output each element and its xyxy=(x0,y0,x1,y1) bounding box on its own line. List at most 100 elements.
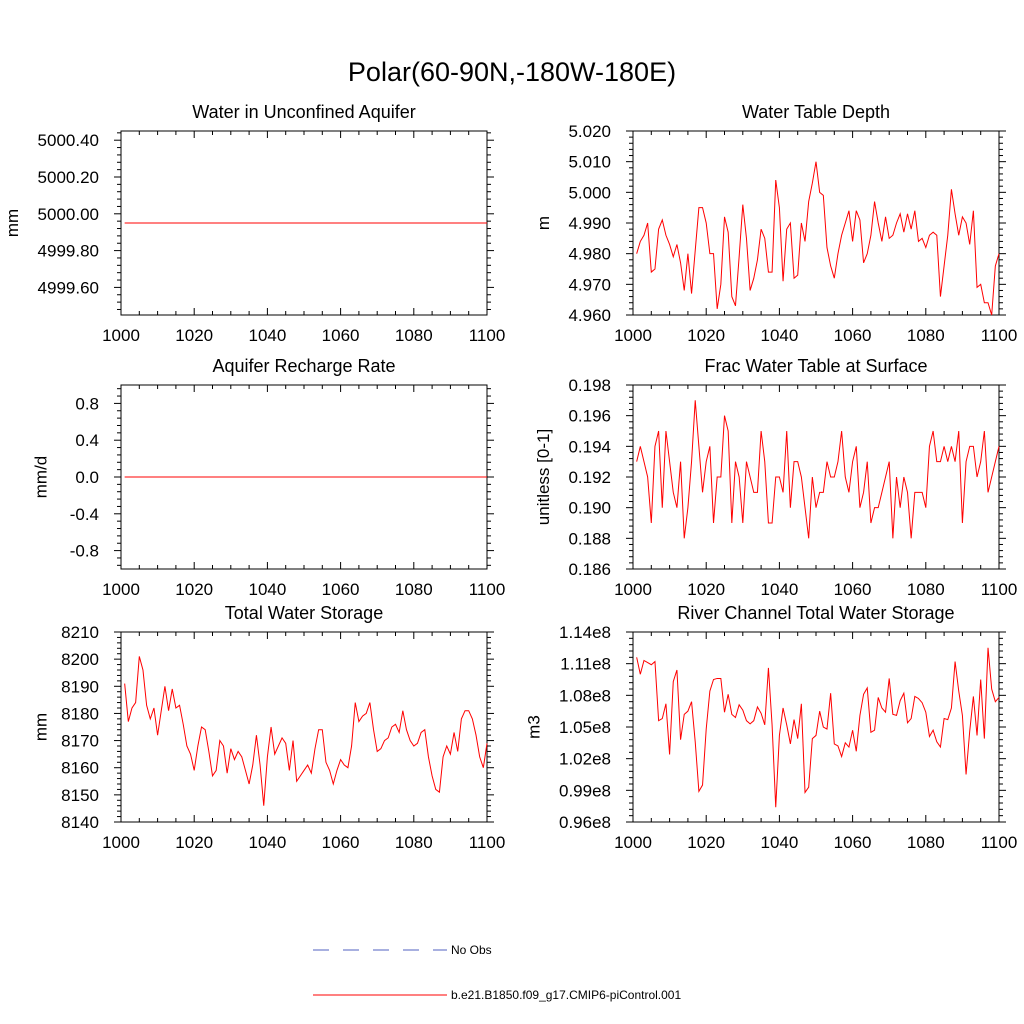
y-tick-label: 5000.00 xyxy=(38,205,99,224)
panels: Water in Unconfined Aquifer 1000 1020 1040 1… xyxy=(3,102,1017,852)
x-tick-label: 1040 xyxy=(760,326,798,345)
x-tick-label: 1040 xyxy=(248,326,286,345)
x-tick-label: 1000 xyxy=(614,326,652,345)
y-axis-label: m xyxy=(534,216,553,230)
y-tick-label: 1.02e8 xyxy=(559,750,611,769)
x-tick-label: 1040 xyxy=(760,580,798,599)
y-tick-label: 4.960 xyxy=(568,306,611,325)
y-tick-label: 1.05e8 xyxy=(559,718,611,737)
x-tick-label: 1100 xyxy=(469,580,506,599)
x-tick-label: 1100 xyxy=(469,326,506,345)
x-tick-label: 1000 xyxy=(102,326,140,345)
panel-title: River Channel Total Water Storage xyxy=(677,603,954,623)
x-tick-label: 1040 xyxy=(248,580,286,599)
legend-label-model-run: b.e21.B1850.f09_g17.CMIP6-piControl.001 xyxy=(451,988,681,1002)
y-tick-label: 1.11e8 xyxy=(560,655,611,674)
y-tick-label: 0.190 xyxy=(568,499,611,518)
plot-frame xyxy=(632,631,1000,823)
y-tick-label: 0.188 xyxy=(568,529,611,548)
series-line-river-channel-total-water-storage xyxy=(636,647,1000,808)
x-tick-label: 1020 xyxy=(687,580,725,599)
y-tick-label: 5000.20 xyxy=(38,168,99,187)
y-tick-label: 1.08e8 xyxy=(559,686,611,705)
y-tick-label: 5000.40 xyxy=(38,131,99,150)
y-tick-label: 8160 xyxy=(61,759,99,778)
series-line-water-table-depth xyxy=(636,161,1000,316)
figure-title: Polar(60-90N,-180W-180E) xyxy=(348,57,676,87)
x-tick-label: 1100 xyxy=(981,580,1018,599)
panel-water-in-unconfined-aquifer: Water in Unconfined Aquifer 1000 1020 1040 1… xyxy=(3,102,505,345)
y-tick-label: -0.8 xyxy=(70,542,99,561)
series-line-total-water-storage xyxy=(124,656,488,806)
panel-title: Aquifer Recharge Rate xyxy=(212,356,395,376)
y-tick-label: 8140 xyxy=(61,813,99,832)
y-tick-label: 8190 xyxy=(61,677,99,696)
panel-frac-water-table-at-surface: Frac Water Table at Surface 1000 1020 1040 1… xyxy=(534,356,1017,599)
y-tick-label: 8150 xyxy=(61,786,99,805)
y-tick-label: 8210 xyxy=(61,623,99,642)
x-tick-label: 1060 xyxy=(322,326,360,345)
y-tick-label: 5.010 xyxy=(568,153,611,172)
x-tick-label: 1100 xyxy=(981,833,1018,852)
x-tick-label: 1000 xyxy=(102,833,140,852)
y-tick-label: 4.980 xyxy=(568,245,611,264)
y-tick-label: 4999.80 xyxy=(38,242,99,261)
y-tick-label: 1.14e8 xyxy=(559,623,611,642)
x-tick-label: 1080 xyxy=(395,326,433,345)
y-tick-label: 0.4 xyxy=(75,431,99,450)
x-tick-label: 1100 xyxy=(469,833,506,852)
panel-title: Water Table Depth xyxy=(742,102,890,122)
x-tick-label: 1060 xyxy=(834,326,872,345)
x-tick-label: 1040 xyxy=(760,833,798,852)
series-line-frac-water-table-at-surface xyxy=(636,400,1000,539)
y-tick-label: 4.990 xyxy=(568,214,611,233)
x-tick-label: 1000 xyxy=(614,580,652,599)
x-tick-label: 1080 xyxy=(395,833,433,852)
y-tick-label: -0.4 xyxy=(70,505,99,524)
y-tick-label: 5.000 xyxy=(568,183,611,202)
y-tick-label: 8180 xyxy=(61,704,99,723)
x-tick-label: 1080 xyxy=(907,326,945,345)
y-tick-label: 4.970 xyxy=(568,275,611,294)
y-tick-label: 8200 xyxy=(61,650,99,669)
y-tick-label: 0.99e8 xyxy=(559,781,611,800)
y-tick-label: 0.186 xyxy=(568,560,611,579)
y-tick-label: 0.96e8 xyxy=(559,813,611,832)
y-axis-label: mm xyxy=(32,713,51,741)
panel-title: Water in Unconfined Aquifer xyxy=(192,102,415,122)
plot-frame xyxy=(120,631,488,823)
x-tick-label: 1080 xyxy=(907,833,945,852)
plot-frame xyxy=(632,384,1000,570)
y-tick-label: 0.0 xyxy=(75,468,99,487)
x-tick-label: 1060 xyxy=(322,833,360,852)
y-tick-label: 8170 xyxy=(61,732,99,751)
panel-title: Frac Water Table at Surface xyxy=(704,356,927,376)
x-tick-label: 1020 xyxy=(687,326,725,345)
y-axis-label: m3 xyxy=(524,715,543,739)
y-tick-label: 0.196 xyxy=(568,407,611,426)
x-tick-label: 1080 xyxy=(395,580,433,599)
y-tick-label: 5.020 xyxy=(568,122,611,141)
y-axis-label: mm xyxy=(3,209,22,237)
x-tick-label: 1060 xyxy=(322,580,360,599)
x-tick-label: 1060 xyxy=(834,833,872,852)
x-tick-label: 1040 xyxy=(248,833,286,852)
panel-title: Total Water Storage xyxy=(225,603,383,623)
y-axis-label: mm/d xyxy=(32,456,51,499)
x-tick-label: 1000 xyxy=(102,580,140,599)
y-axis-label: unitless [0-1] xyxy=(534,429,553,525)
legend: No Obs b.e21.B1850.f09_g17.CMIP6-piContr… xyxy=(313,943,681,1002)
y-tick-label: 4999.60 xyxy=(38,278,99,297)
x-tick-label: 1100 xyxy=(981,326,1018,345)
x-tick-label: 1080 xyxy=(907,580,945,599)
panel-aquifer-recharge-rate: Aquifer Recharge Rate 1000 1020 1040 1060 108… xyxy=(32,356,506,599)
y-tick-label: 0.8 xyxy=(75,394,99,413)
panel-total-water-storage: Total Water Storage 1000 1020 1040 1060 1080 1… xyxy=(32,603,506,852)
x-tick-label: 1020 xyxy=(687,833,725,852)
legend-label-no-obs: No Obs xyxy=(451,943,492,957)
x-tick-label: 1020 xyxy=(175,326,213,345)
plot-frame xyxy=(632,130,1000,316)
x-tick-label: 1020 xyxy=(175,580,213,599)
x-tick-label: 1000 xyxy=(614,833,652,852)
